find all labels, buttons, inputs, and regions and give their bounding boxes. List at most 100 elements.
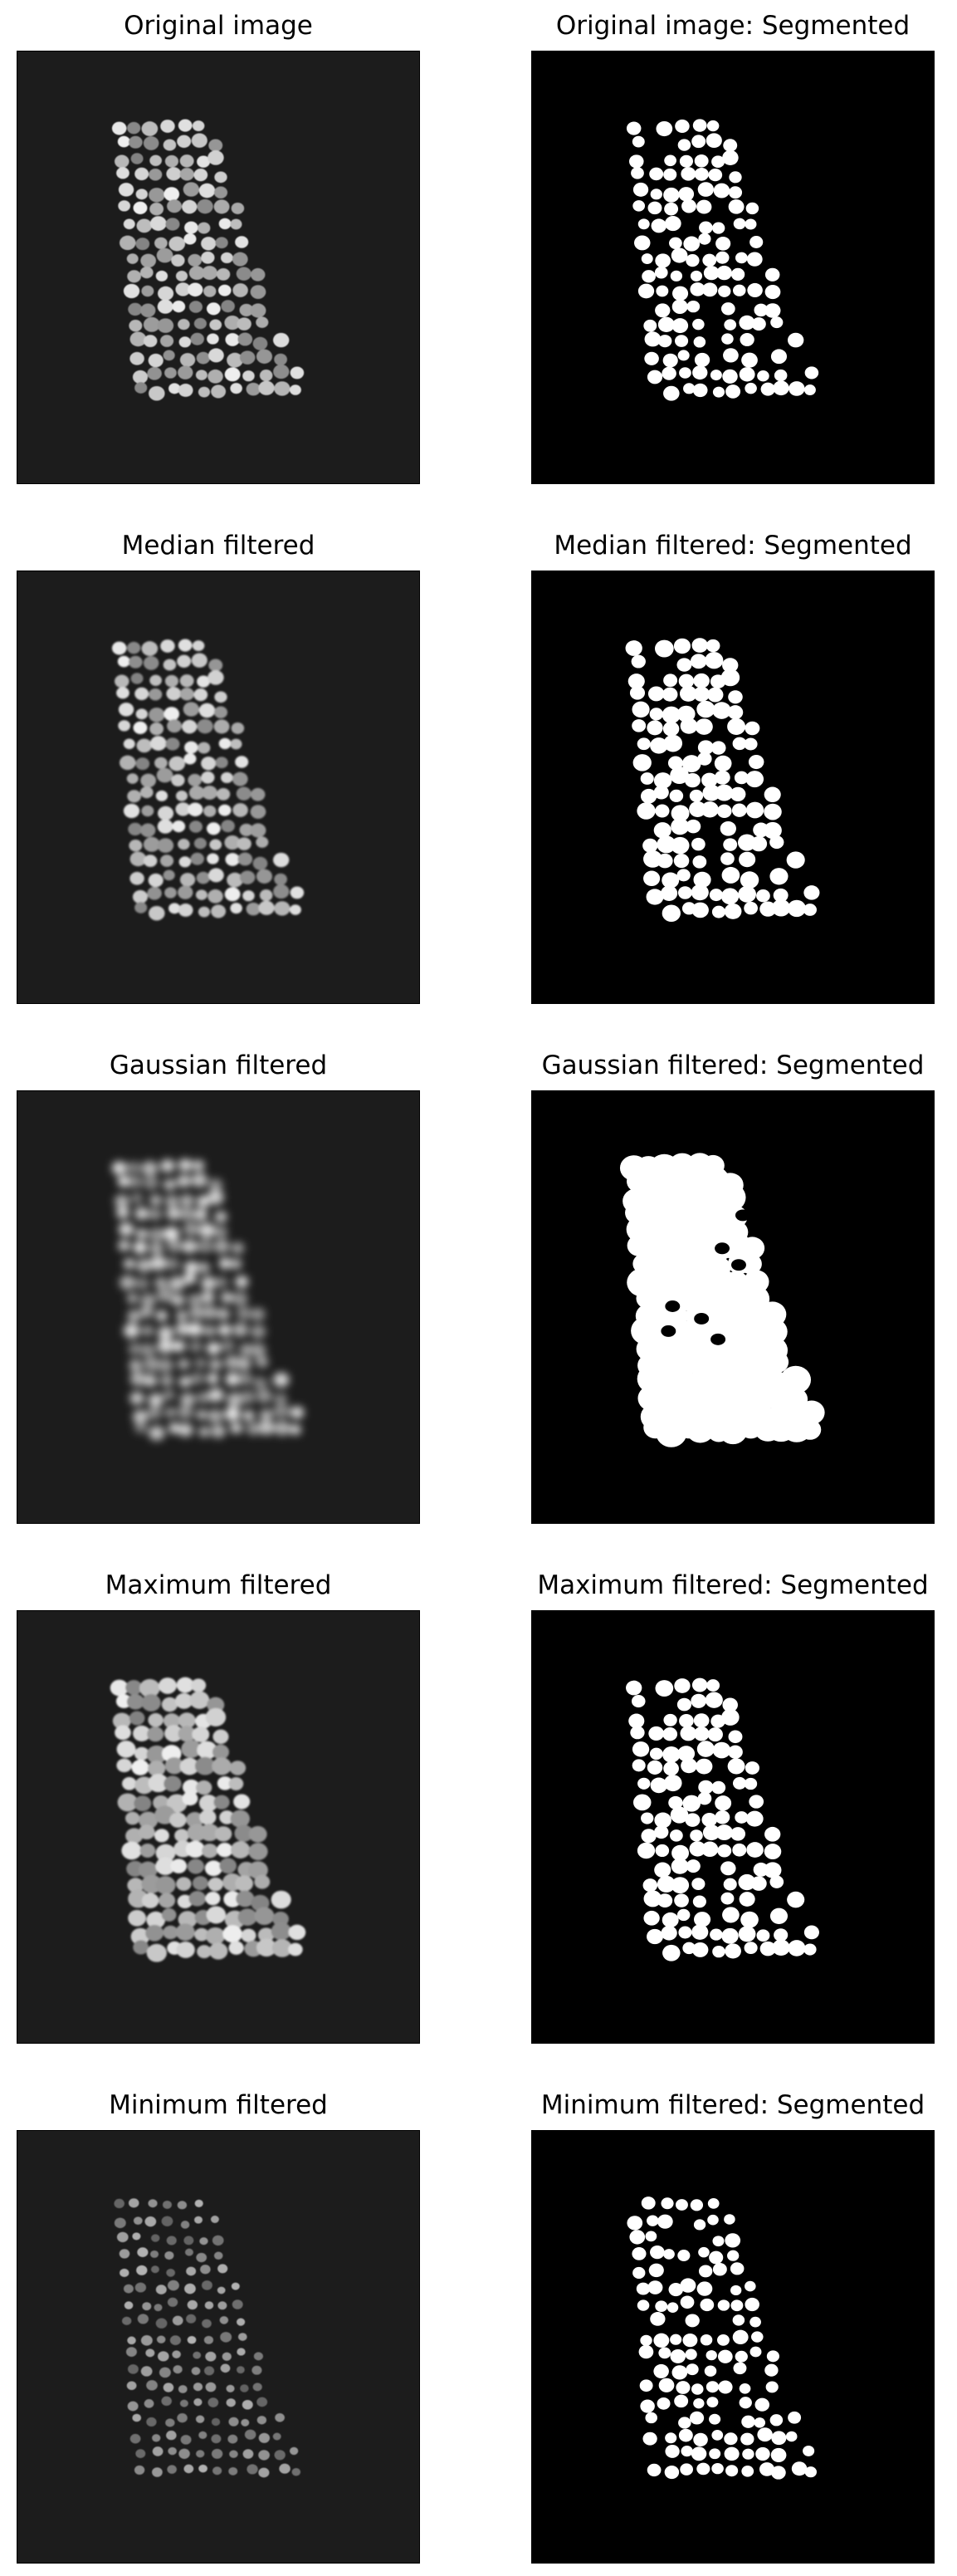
segment-mark (723, 1878, 737, 1891)
segment-mark (745, 2280, 756, 2292)
segment-mark (727, 2250, 740, 2261)
segment-mark (745, 202, 759, 215)
nucleus-mark (182, 1239, 198, 1254)
nucleus-mark (193, 688, 208, 702)
nucleus-mark (178, 1405, 193, 1419)
nucleus-mark (214, 691, 227, 703)
nucleus-mark (132, 370, 149, 384)
segment-mark (632, 135, 645, 148)
segment-mark (663, 385, 680, 401)
segment-mark (734, 771, 749, 785)
nucleus-mark (289, 1424, 301, 1435)
nucleus-mark (199, 2237, 208, 2245)
segment-mark (644, 331, 662, 347)
nucleus-mark (274, 1393, 287, 1406)
segment-mark (650, 737, 668, 754)
nucleus-mark (254, 1907, 275, 1926)
nucleus-mark (177, 2412, 188, 2423)
segmented-image (531, 51, 935, 484)
segment-mark (637, 1842, 656, 1859)
nucleus-mark (289, 2446, 299, 2456)
segment-mark (696, 2281, 713, 2296)
nucleus-mark (252, 1376, 268, 1390)
nucleus-mark (232, 2299, 243, 2309)
nucleus-mark (141, 1694, 161, 1712)
nucleus-mark (111, 121, 127, 135)
segment-mark (698, 1780, 714, 1795)
nucleus-mark (275, 2412, 285, 2422)
segment-mark (722, 1697, 738, 1712)
segment-mark (689, 789, 704, 802)
nucleus-mark (227, 1392, 243, 1408)
nucleus-mark (250, 285, 266, 299)
nucleus-mark (140, 253, 157, 268)
nucleus-mark (202, 1305, 217, 1320)
nucleus-mark (163, 1925, 178, 1940)
nucleus-mark (147, 1406, 162, 1420)
nucleus-mark (206, 1342, 221, 1355)
nucleus-mark (135, 2449, 146, 2458)
nucleus-mark (227, 352, 243, 368)
nucleus-mark (199, 1810, 217, 1825)
segment-hole (694, 1312, 710, 1325)
segment-mark (803, 1925, 819, 1940)
nucleus-mark (227, 2434, 238, 2444)
nucleus-mark (202, 786, 217, 801)
nucleus-mark (169, 1812, 187, 1828)
nucleus-mark (165, 2418, 175, 2427)
nucleus-mark (172, 2350, 181, 2358)
nucleus-mark (140, 2335, 153, 2346)
segment-mark (804, 366, 819, 380)
nucleus-mark (143, 836, 160, 852)
segment-mark (692, 318, 705, 331)
segment-mark (803, 2445, 815, 2456)
nucleus-mark (205, 2351, 217, 2362)
segment-mark (739, 367, 755, 382)
segment-mark (720, 302, 735, 316)
nucleus-mark (184, 1261, 198, 1274)
nucleus-mark (213, 1226, 228, 1239)
segment-mark (667, 756, 683, 771)
nucleus-mark (190, 1372, 204, 1385)
nucleus-mark (290, 1406, 305, 1419)
segment-mark (657, 2397, 671, 2410)
nucleus-mark (228, 2466, 238, 2476)
nucleus-mark (138, 1811, 159, 1829)
segment-mark (732, 2314, 745, 2326)
segment-hole (710, 1333, 726, 1345)
nucleus-mark (216, 787, 231, 801)
nucleus-mark (178, 119, 193, 132)
nucleus-mark (232, 252, 248, 267)
nucleus-mark (146, 1911, 166, 1929)
segment-mark (691, 884, 709, 901)
segment-mark (677, 886, 692, 899)
segment-mark (673, 638, 691, 654)
segment-mark (680, 2278, 696, 2293)
segment-mark (691, 2446, 707, 2461)
segment-mark (739, 2383, 751, 2394)
nucleus-mark (208, 1178, 223, 1192)
panel-original-seg: Original image: Segmented (531, 11, 935, 484)
segment-mark (693, 871, 711, 889)
segment-mark (711, 2430, 724, 2441)
segmented-image (531, 571, 935, 1004)
nucleus-mark (246, 1422, 261, 1436)
nucleus-mark (230, 1841, 251, 1859)
nucleus-mark (168, 903, 181, 914)
segment-mark (706, 2350, 717, 2361)
nucleus-mark (200, 2265, 211, 2275)
nucleus-mark (179, 1194, 194, 1207)
segment-mark (739, 1892, 755, 1907)
nucleus-mark (274, 873, 287, 886)
segment-mark (707, 687, 724, 703)
nucleus-mark (157, 318, 174, 333)
nucleus-mark (136, 218, 153, 233)
nucleus-mark (137, 2314, 149, 2324)
segment-mark (745, 218, 757, 230)
nucleus-mark (188, 266, 205, 281)
segment-mark (691, 1677, 708, 1692)
segment-hole (735, 1209, 750, 1222)
segment-mark (693, 2397, 705, 2409)
nucleus-mark (256, 349, 273, 364)
